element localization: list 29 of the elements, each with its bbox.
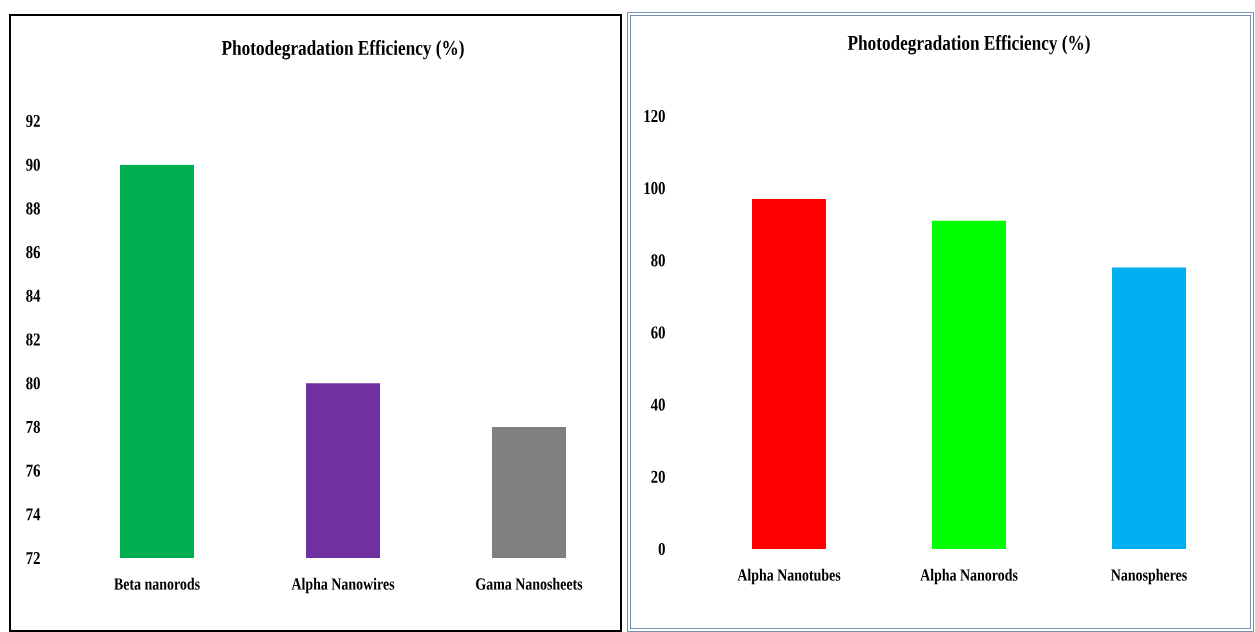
bar: [1112, 267, 1187, 549]
y-tick-label: 82: [26, 333, 40, 346]
x-tick-label: Alpha Nanotubes: [737, 568, 841, 585]
y-tick-label: 76: [26, 464, 41, 477]
y-tick-label: 88: [26, 202, 40, 215]
y-tick-label: 0: [658, 542, 665, 556]
y-tick-label: 74: [26, 508, 41, 521]
bar: [752, 198, 827, 549]
x-tick-label: Nanospheres: [1111, 568, 1187, 585]
x-tick-label: Alpha Nanorods: [920, 568, 1018, 585]
y-tick-label: 92: [26, 114, 40, 128]
x-tick-label: Alpha Nanowires: [291, 577, 395, 594]
x-tick-label: Beta nanorods: [114, 577, 200, 590]
y-tick-label: 80: [651, 254, 665, 267]
y-tick-label: 20: [651, 470, 665, 483]
x-tick-label: Gama Nanosheets: [476, 577, 583, 590]
y-tick-label: 86: [26, 246, 41, 259]
y-tick-label: 78: [26, 420, 40, 433]
y-tick-label: 80: [26, 377, 40, 390]
y-tick-label: 72: [26, 552, 40, 564]
y-tick-label: 40: [650, 398, 665, 411]
y-tick-label: 120: [644, 109, 665, 123]
y-tick-label: 84: [26, 289, 41, 302]
chart-title: Photodegradation Efficiency (%): [847, 35, 1090, 55]
chart-title: Photodegradation Efficiency (%): [221, 40, 464, 60]
y-tick-label: 60: [651, 326, 665, 339]
bar: [932, 220, 1007, 549]
y-tick-label: 100: [644, 182, 665, 195]
y-tick-label: 90: [26, 158, 40, 171]
